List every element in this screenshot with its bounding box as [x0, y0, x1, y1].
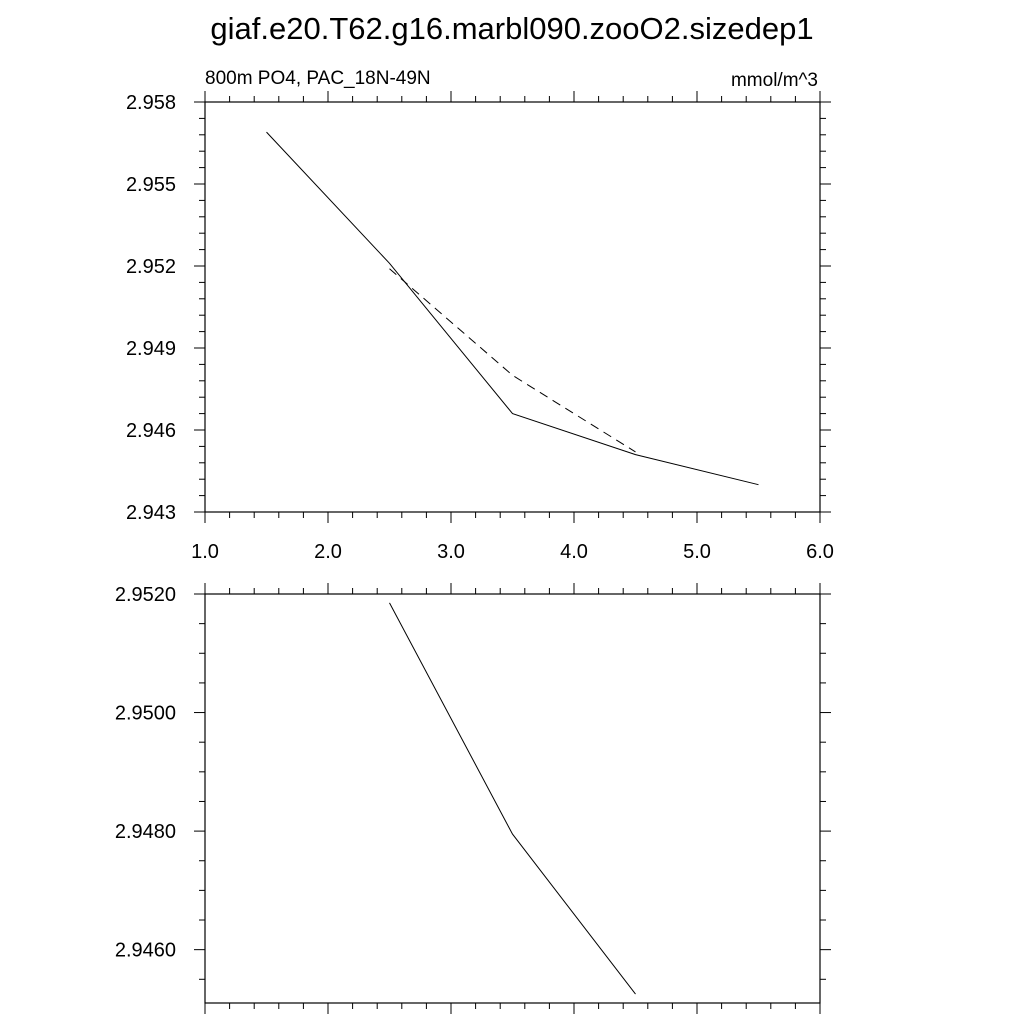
y-tick-label: 2.9500: [115, 703, 176, 725]
top-panel: 800m PO4, PAC_18N-49N mmol/m^3 1.0 2.0 3.0…: [126, 68, 834, 563]
y-tick-label: 2.952: [126, 256, 176, 278]
y-tick-label: 2.946: [126, 420, 176, 442]
y-tick-label: 2.955: [126, 174, 176, 196]
x-tick-label: 3.0: [437, 541, 465, 563]
bottom-panel: 2.9520 2.9500 2.9480 2.9460: [115, 583, 831, 1014]
y-tick-label: 2.9520: [115, 584, 176, 606]
y-tick-label: 2.949: [126, 338, 176, 360]
figure-title: giaf.e20.T62.g16.marbl090.zooO2.sizedep1: [210, 11, 813, 46]
plot-frame: [204, 101, 821, 513]
series-line-dashed: [389, 268, 636, 453]
plot-frame: [204, 593, 821, 1004]
x-tick-label: 4.0: [560, 541, 588, 563]
panel-units-label: mmol/m^3: [731, 70, 818, 91]
panel-left-label: 800m PO4, PAC_18N-49N: [205, 68, 431, 89]
series-line-solid: [266, 131, 759, 486]
x-tick-label: 2.0: [314, 541, 342, 563]
x-tick-label: 1.0: [191, 541, 219, 563]
y-tick-label: 2.9480: [115, 821, 176, 843]
series-line-solid: [389, 602, 636, 995]
x-tick-label: 6.0: [806, 541, 834, 563]
y-tick-label: 2.943: [126, 502, 176, 524]
x-tick-label: 5.0: [683, 541, 711, 563]
y-tick-label: 2.9460: [115, 940, 176, 962]
y-tick-label: 2.958: [126, 92, 176, 114]
